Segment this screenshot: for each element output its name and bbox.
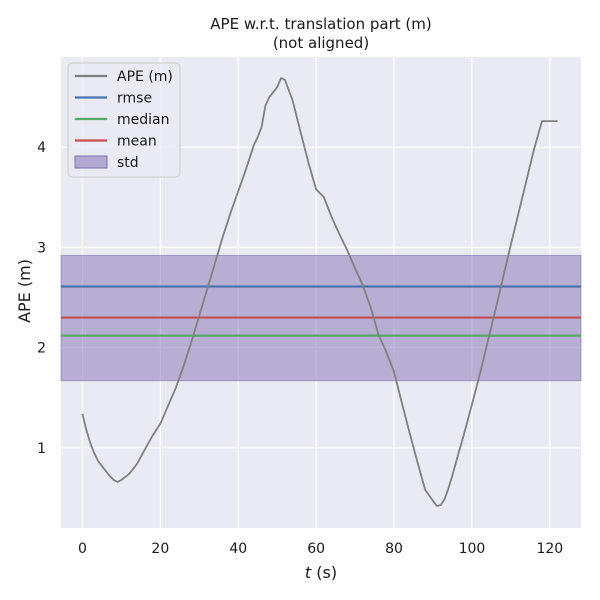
- x-axis-var: t: [305, 563, 312, 582]
- x-tick-label: 0: [78, 541, 87, 557]
- x-tick-label: 40: [229, 541, 247, 557]
- legend-swatch: [74, 155, 108, 169]
- series-layer: [81, 77, 558, 507]
- x-tick-label: 20: [151, 541, 169, 557]
- legend-label: APE (m): [117, 69, 173, 85]
- y-tick-label: 4: [37, 140, 46, 156]
- legend-label: median: [117, 112, 169, 128]
- y-tick-label: 2: [37, 341, 46, 357]
- x-tick-label: 80: [385, 541, 403, 557]
- x-tick-label: 100: [459, 541, 486, 557]
- legend-label: rmse: [117, 91, 152, 107]
- chart-subtitle: (not aligned): [273, 34, 369, 52]
- legend-box: [67, 62, 181, 178]
- legend: APE (m) rmse median mean std: [67, 62, 181, 178]
- x-tick-label: 120: [536, 541, 563, 557]
- x-axis-unit: (s): [311, 563, 337, 582]
- y-tick-label: 3: [37, 240, 46, 256]
- x-axis-label: t (s): [305, 563, 337, 582]
- legend-label: std: [117, 155, 139, 171]
- y-axis-label: APE (m): [15, 259, 34, 323]
- legend-label: mean: [117, 134, 157, 150]
- tick-labels: 0 20 40 60 80 100 120 1 2 3 4: [37, 140, 563, 557]
- chart-title: APE w.r.t. translation part (m): [210, 15, 431, 33]
- ape-series-line: [81, 77, 558, 507]
- y-tick-label: 1: [37, 441, 46, 457]
- x-tick-label: 60: [307, 541, 325, 557]
